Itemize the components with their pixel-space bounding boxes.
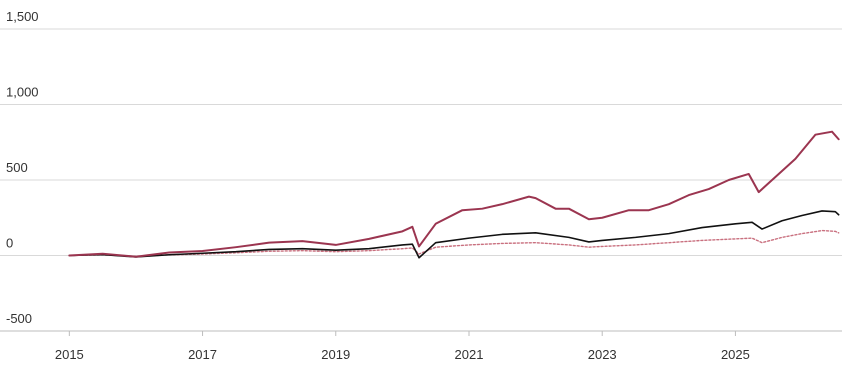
series-lines xyxy=(68,130,840,259)
y-axis-ticks: 1,500 1,000 500 0 -500 xyxy=(6,9,39,326)
x-tick-label: 2015 xyxy=(55,347,84,362)
x-tick-label: 2025 xyxy=(721,347,750,362)
y-tick-label: 500 xyxy=(6,160,28,175)
y-tick-label: 1,500 xyxy=(6,9,39,24)
series-line-3 xyxy=(68,229,840,257)
grid xyxy=(0,28,842,332)
x-tick-label: 2017 xyxy=(188,347,217,362)
series-line-2 xyxy=(68,210,840,259)
series-line-1 xyxy=(68,130,840,258)
y-tick-label: 0 xyxy=(6,236,13,251)
x-tick-label: 2019 xyxy=(321,347,350,362)
x-tick-label: 2023 xyxy=(588,347,617,362)
y-tick-label: 1,000 xyxy=(6,85,39,100)
y-tick-label: -500 xyxy=(6,311,32,326)
x-tick-label: 2021 xyxy=(455,347,484,362)
x-axis-ticks: 2015 2017 2019 2021 2023 2025 xyxy=(55,331,750,362)
